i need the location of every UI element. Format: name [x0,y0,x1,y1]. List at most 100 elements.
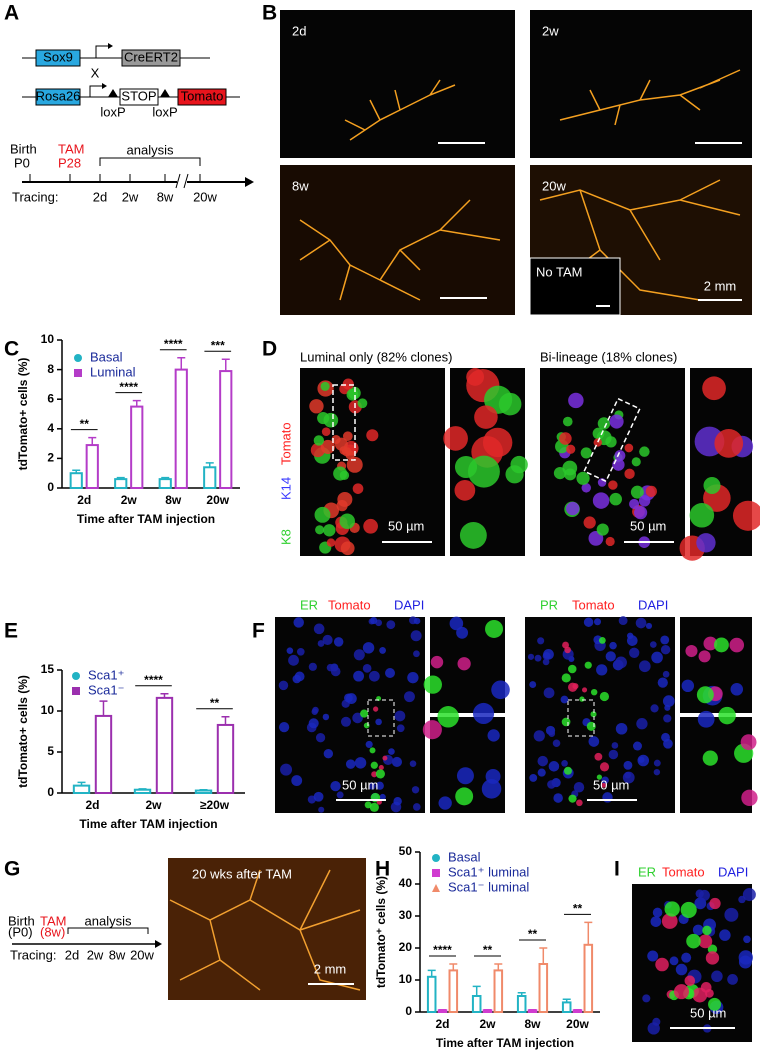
cell [487,729,500,742]
cell [581,687,588,693]
cell [322,634,333,645]
image-label: 20 wks after TAM [192,866,292,881]
cell [533,730,545,742]
legend-marker [72,672,80,680]
timepoint: 8w [109,947,126,962]
cell [601,782,607,788]
cell [455,787,474,806]
cell [608,480,618,490]
bar [471,995,482,1013]
cell [407,672,419,684]
legend-label: Sca1⁺ [88,667,125,682]
cell [664,704,671,711]
cell [548,761,560,772]
cell [650,704,659,713]
chart: 0 5 10 15 tdTomato+ cells (%) Time after TAM … [16,662,245,831]
cell [339,513,355,529]
bar [114,478,128,489]
x-axis-title: Time after TAM injection [436,1036,574,1050]
cell [412,803,421,811]
cell [413,617,421,625]
cell [566,501,580,516]
error-bar [160,693,169,698]
timeline-label: Birth [8,913,35,928]
stain-label: DAPI [718,864,748,879]
cell [330,666,341,677]
cell [403,691,415,703]
x-tick-label: 2d [435,1017,449,1031]
cell [702,376,726,401]
stain-label: ER [638,864,656,879]
panel-letter: C [4,338,19,361]
bar [216,723,235,794]
cell [719,929,731,941]
stain-label: DAPI [638,597,668,612]
significance-label: ** [528,927,538,941]
x-tick-label: 2w [121,493,138,507]
panel-letter: F [252,620,265,643]
cell [651,651,663,664]
image-title: Bi-lineage (18% clones) [540,349,677,364]
chart: 0 10 20 30 40 50 tdTomato⁺ cells (%) Time after… [374,844,600,1050]
y-tick-label: 50 [399,844,413,858]
panel-letter: I [614,858,620,881]
chart: 0 2 4 6 8 10 tdTomato+ cells (%) Time after TAM… [16,332,240,526]
panel-letter: E [4,620,18,643]
cell [684,975,696,986]
cell [581,483,592,493]
cell [631,457,641,467]
cell [311,708,318,715]
stain-label: DAPI [394,597,424,612]
image [168,858,366,1000]
cell [363,518,378,534]
cell [353,670,365,682]
error-bar [562,998,571,1003]
cell [580,447,592,459]
cell [457,657,471,671]
cell [681,952,692,963]
timeline-label: P28 [58,155,81,170]
timeline-label: TAM [58,141,84,156]
panel-letter: G [4,858,20,881]
cell [633,506,648,520]
cell [709,897,721,910]
significance-label: **** [144,673,163,687]
cell [317,640,325,647]
stain-label: PR [540,597,558,612]
cell [437,706,459,728]
cell [605,536,615,547]
significance-label: ** [210,696,220,710]
cell [449,616,464,631]
cell [562,460,578,476]
cell [661,913,678,929]
cell [370,761,378,769]
error-bar [88,436,97,446]
cell [599,691,610,702]
timeline-label: analysis [127,142,174,157]
immunofluorescence-d: Luminal only (82% clones) Bi-lineage (18… [278,349,760,561]
cell [529,774,538,782]
cell [411,786,420,794]
y-tick-label: 0 [47,480,54,494]
image-title: Luminal only (82% clones) [300,349,452,364]
y-tick-label: 6 [47,391,54,405]
cell [341,446,352,457]
cell [378,765,384,771]
cell [409,760,417,767]
x-tick-label: 20w [206,493,229,507]
cell [423,675,442,694]
error-bar [116,476,125,480]
cell [702,925,712,936]
cell [368,782,376,790]
cell [638,756,645,763]
cell [612,458,625,471]
cell [609,641,617,650]
image [280,165,515,315]
cell [362,664,372,673]
cell [410,630,422,642]
cell [527,653,535,660]
cell [663,714,672,723]
error-bar [449,963,458,971]
cell [368,670,380,682]
gene-label: CreERT2 [124,49,178,64]
